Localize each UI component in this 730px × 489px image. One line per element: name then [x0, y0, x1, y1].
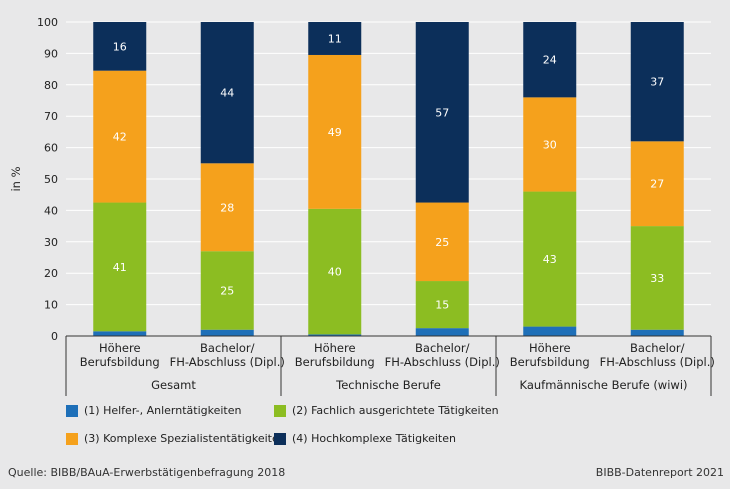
category-label-1-0-1: Berufsbildung [295, 355, 375, 369]
bar-label-2-0-1: 43 [543, 253, 557, 266]
bar-label-1-1-3: 57 [435, 106, 449, 119]
legend-label-komplex: (3) Komplexe Spezialistentätigkeiten [84, 432, 286, 445]
y-tick-label-80: 80 [44, 79, 58, 92]
legend-swatch-hochkomplex [274, 432, 286, 445]
bar-segment-2-1-2 [630, 141, 684, 227]
bar-segment-0-1-0 [200, 329, 254, 336]
bar-segment-1-0-1 [308, 208, 362, 335]
group-label-1: Technische Berufe [335, 378, 441, 392]
category-label-1-1-1: FH-Abschluss (Dipl.) [385, 355, 500, 369]
bar-segment-2-0-1 [523, 191, 577, 327]
bar-label-0-1-1: 25 [220, 284, 234, 297]
legend-swatch-komplex [66, 432, 78, 445]
bar-label-0-1-3: 44 [220, 87, 234, 100]
bar-label-1-0-3: 11 [328, 32, 342, 45]
category-label-0-1-0: Bachelor/ [200, 341, 255, 355]
legend-label-helfer: (1) Helfer-, Anlerntätigkeiten [84, 404, 242, 417]
legend-item-fachlich: (2) Fachlich ausgerichtete Tätigkeiten [274, 404, 499, 417]
bar-value-labels: 41 42 16 25 28 44 40 49 11 15 25 57 43 30 24 33 27 37 [113, 32, 665, 311]
bar-segment-2-1-0 [630, 329, 684, 336]
report-name: BIBB-Datenreport 2021 [595, 466, 724, 479]
bar-segment-0-0-1 [93, 202, 147, 332]
bar-segment-1-0-2 [308, 54, 362, 209]
y-tick-label-20: 20 [44, 267, 58, 280]
category-label-2-1-1: FH-Abschluss (Dipl.) [600, 355, 715, 369]
bar-segment-2-1-1 [630, 226, 684, 330]
y-tick-label-10: 10 [44, 299, 58, 312]
bars [93, 22, 684, 336]
y-tick-label-0: 0 [51, 330, 58, 343]
bar-label-0-0-3: 16 [113, 40, 127, 53]
y-axis-ticks: 0 10 20 30 40 50 60 70 80 90 100 [37, 16, 58, 343]
bar-label-1-0-2: 49 [328, 126, 342, 139]
y-tick-label-40: 40 [44, 204, 58, 217]
legend-label-hochkomplex: (4) Hochkomplexe Tätigkeiten [292, 432, 456, 445]
category-label-0-0-1: Berufsbildung [80, 355, 160, 369]
y-tick-label-70: 70 [44, 110, 58, 123]
bar-label-2-0-2: 30 [543, 138, 557, 151]
bar-segment-2-1-3 [630, 22, 684, 142]
bar-segment-1-1-3 [415, 22, 469, 203]
source-note: Quelle: BIBB/BAuA-Erwerbstätigenbefragun… [8, 466, 286, 479]
bar-segment-0-1-2 [200, 163, 254, 252]
category-label-0-1-1: FH-Abschluss (Dipl.) [170, 355, 285, 369]
category-label-1-0-0: Höhere [314, 341, 356, 355]
bar-segment-2-0-0 [523, 326, 577, 336]
category-label-2-1-0: Bachelor/ [630, 341, 685, 355]
bar-label-0-1-2: 28 [220, 201, 234, 214]
group-label-2: Kaufmännische Berufe (wiwi) [519, 378, 687, 392]
category-label-1-1-0: Bachelor/ [415, 341, 470, 355]
y-tick-label-30: 30 [44, 236, 58, 249]
group-label-0: Gesamt [151, 378, 196, 392]
bar-label-0-0-2: 42 [113, 131, 127, 144]
legend-swatch-fachlich [274, 404, 286, 417]
bar-segment-1-1-0 [415, 328, 469, 336]
bar-label-2-1-2: 27 [650, 178, 664, 191]
y-axis-title: in % [9, 166, 23, 191]
bar-label-0-0-1: 41 [113, 261, 127, 274]
bar-segment-2-0-3 [523, 22, 577, 98]
bar-segment-0-0-3 [93, 22, 147, 71]
bar-segment-0-0-0 [93, 331, 147, 336]
bar-segment-1-0-3 [308, 22, 362, 55]
bar-label-2-1-1: 33 [650, 272, 664, 285]
bar-label-2-1-3: 37 [650, 76, 664, 89]
y-tick-label-50: 50 [44, 173, 58, 186]
x-axis-categories: HöhereBerufsbildungBachelor/FH-Abschluss… [65, 335, 715, 396]
bar-segment-1-0-0 [308, 334, 362, 336]
bar-segment-0-0-2 [93, 70, 147, 203]
stacked-bar-chart: 0 10 20 30 40 50 60 70 80 90 100 in % 41 42 16 25 28 44… [9, 16, 715, 396]
legend-swatch-helfer [66, 404, 78, 417]
bar-segment-0-1-3 [200, 22, 254, 164]
category-label-2-0-0: Höhere [529, 341, 571, 355]
y-tick-label-90: 90 [44, 47, 58, 60]
bar-label-1-1-1: 15 [435, 299, 449, 312]
bar-segment-0-1-1 [200, 251, 254, 330]
legend-item-komplex: (3) Komplexe Spezialistentätigkeiten [66, 432, 286, 445]
legend-label-fachlich: (2) Fachlich ausgerichtete Tätigkeiten [292, 404, 499, 417]
bar-label-2-0-3: 24 [543, 54, 557, 67]
y-tick-label-60: 60 [44, 142, 58, 155]
gridlines [66, 21, 711, 337]
bar-label-1-0-1: 40 [328, 266, 342, 279]
bar-segment-1-1-2 [415, 202, 469, 282]
category-label-0-0-0: Höhere [99, 341, 141, 355]
bar-segment-2-0-2 [523, 97, 577, 192]
bar-segment-1-1-1 [415, 281, 469, 329]
legend-item-helfer: (1) Helfer-, Anlerntätigkeiten [66, 404, 241, 417]
y-tick-label-100: 100 [37, 16, 58, 29]
legend-item-hochkomplex: (4) Hochkomplexe Tätigkeiten [274, 432, 456, 445]
bar-label-1-1-2: 25 [435, 236, 449, 249]
category-label-2-0-1: Berufsbildung [510, 355, 590, 369]
